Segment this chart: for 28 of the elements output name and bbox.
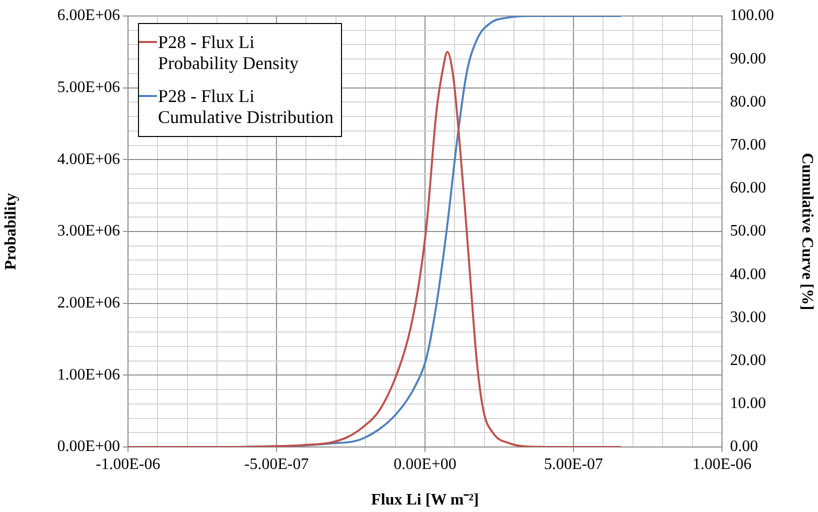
y2-tick-label: 50.00 bbox=[730, 222, 766, 240]
y2-tick-label: 80.00 bbox=[730, 93, 766, 110]
y-tick-label: 6.00E+06 bbox=[57, 7, 120, 24]
y2-tick-label: 10.00 bbox=[730, 395, 766, 412]
y-tick-label: 2.00E+06 bbox=[57, 294, 120, 312]
y-axis-title: Probability bbox=[2, 192, 20, 270]
x-tick-label: -5.00E-07 bbox=[244, 456, 309, 473]
x-axis-title: Flux Li [W m⁻²] bbox=[371, 492, 479, 509]
x-tick-label: 5.00E-07 bbox=[544, 456, 604, 473]
y2-axis-title: Cumulative Curve [%] bbox=[798, 152, 816, 310]
x-tick-label: 1.00E-06 bbox=[692, 456, 752, 473]
y2-tick-label: 20.00 bbox=[730, 352, 766, 370]
y2-tick-label: 60.00 bbox=[730, 180, 766, 197]
x-tick-label: -1.00E-06 bbox=[96, 456, 160, 473]
x-tick-label: 0.00E+00 bbox=[394, 456, 456, 473]
y2-tick-label: 0.00 bbox=[730, 438, 758, 456]
legend-label: P28 - Flux Li Cumulative Distribution bbox=[158, 86, 334, 128]
legend-label: P28 - Flux Li Probability Density bbox=[158, 32, 300, 74]
y-tick-label: 4.00E+06 bbox=[57, 150, 120, 168]
y-tick-label: 5.00E+06 bbox=[57, 79, 120, 96]
y2-tick-label: 30.00 bbox=[730, 308, 766, 326]
y-tick-label: 0.00E+00 bbox=[57, 438, 120, 456]
y2-tick-label: 40.00 bbox=[730, 266, 766, 283]
y2-tick-label: 90.00 bbox=[730, 50, 766, 68]
y-tick-label: 3.00E+06 bbox=[57, 222, 120, 240]
y-tick-label: 1.00E+06 bbox=[57, 366, 120, 384]
y2-tick-label: 100.00 bbox=[730, 7, 774, 24]
y2-tick-label: 70.00 bbox=[730, 136, 766, 154]
